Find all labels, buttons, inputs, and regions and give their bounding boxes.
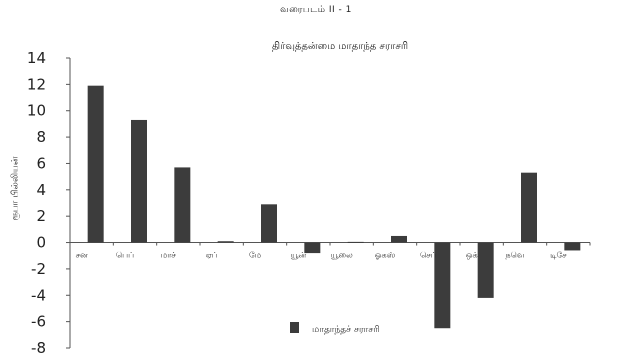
y-tick-label: 8 xyxy=(36,128,46,146)
y-tick-labels: 14 12 10 8 6 4 2 0 -2 -4 -6 -8 xyxy=(27,49,46,357)
legend-swatch xyxy=(290,322,299,333)
figure-label: வரைபடம் II - 1 xyxy=(280,5,352,15)
x-tick-label: நவெ xyxy=(505,251,524,260)
y-tick-label: 2 xyxy=(36,207,46,225)
x-tick-label: யூன் xyxy=(290,251,306,260)
y-tick-label: 4 xyxy=(36,181,46,199)
y-tick-label: 12 xyxy=(27,75,46,93)
chart-legend: மாதாந்தச் சராசரி xyxy=(290,322,380,335)
x-tick-label: ஏப் xyxy=(206,251,218,260)
chart-bars xyxy=(87,85,581,329)
x-tick-label: மே xyxy=(249,251,261,260)
chart-axes xyxy=(66,57,591,349)
y-tick-label: -6 xyxy=(31,313,46,331)
y-tick-label: 6 xyxy=(36,154,46,172)
bar xyxy=(174,167,191,243)
bar xyxy=(87,85,104,243)
y-tick-label: 0 xyxy=(36,234,46,252)
legend-label: மாதாந்தச் சராசரி xyxy=(312,325,380,335)
bar xyxy=(391,235,407,243)
x-tick-label: சன xyxy=(76,251,88,260)
bar xyxy=(477,242,494,298)
x-tick-label: மாச் xyxy=(161,251,177,260)
x-tick-label: பெப் xyxy=(116,251,134,260)
y-tick-label: -2 xyxy=(31,260,46,278)
x-tick-label: டிசே xyxy=(550,251,567,260)
x-tick-label: யூலை xyxy=(331,251,354,260)
bar xyxy=(217,241,234,243)
bar xyxy=(261,204,277,243)
x-tick-label: ஒக் xyxy=(466,251,478,260)
y-tick-label: 14 xyxy=(27,49,46,67)
bar xyxy=(434,242,451,329)
x-tick-label: ஓகஸ் xyxy=(375,251,396,260)
bar xyxy=(304,242,321,254)
bar xyxy=(131,119,147,243)
x-tick-label: செப் xyxy=(420,251,437,260)
x-tick-labels: சன பெப் மாச் ஏப் மே யூன் யூலை ஓகஸ் செப் ஒக் நவெ டிச… xyxy=(76,251,568,260)
bar xyxy=(564,242,581,251)
y-tick-label: -8 xyxy=(31,339,46,357)
y-tick-label: 10 xyxy=(27,102,46,120)
y-tick-label: -4 xyxy=(31,286,46,304)
bar xyxy=(521,172,537,243)
bar xyxy=(347,241,364,243)
chart-title: திர்வுத்தன்மை மாதாந்த சராசரி xyxy=(271,41,409,52)
